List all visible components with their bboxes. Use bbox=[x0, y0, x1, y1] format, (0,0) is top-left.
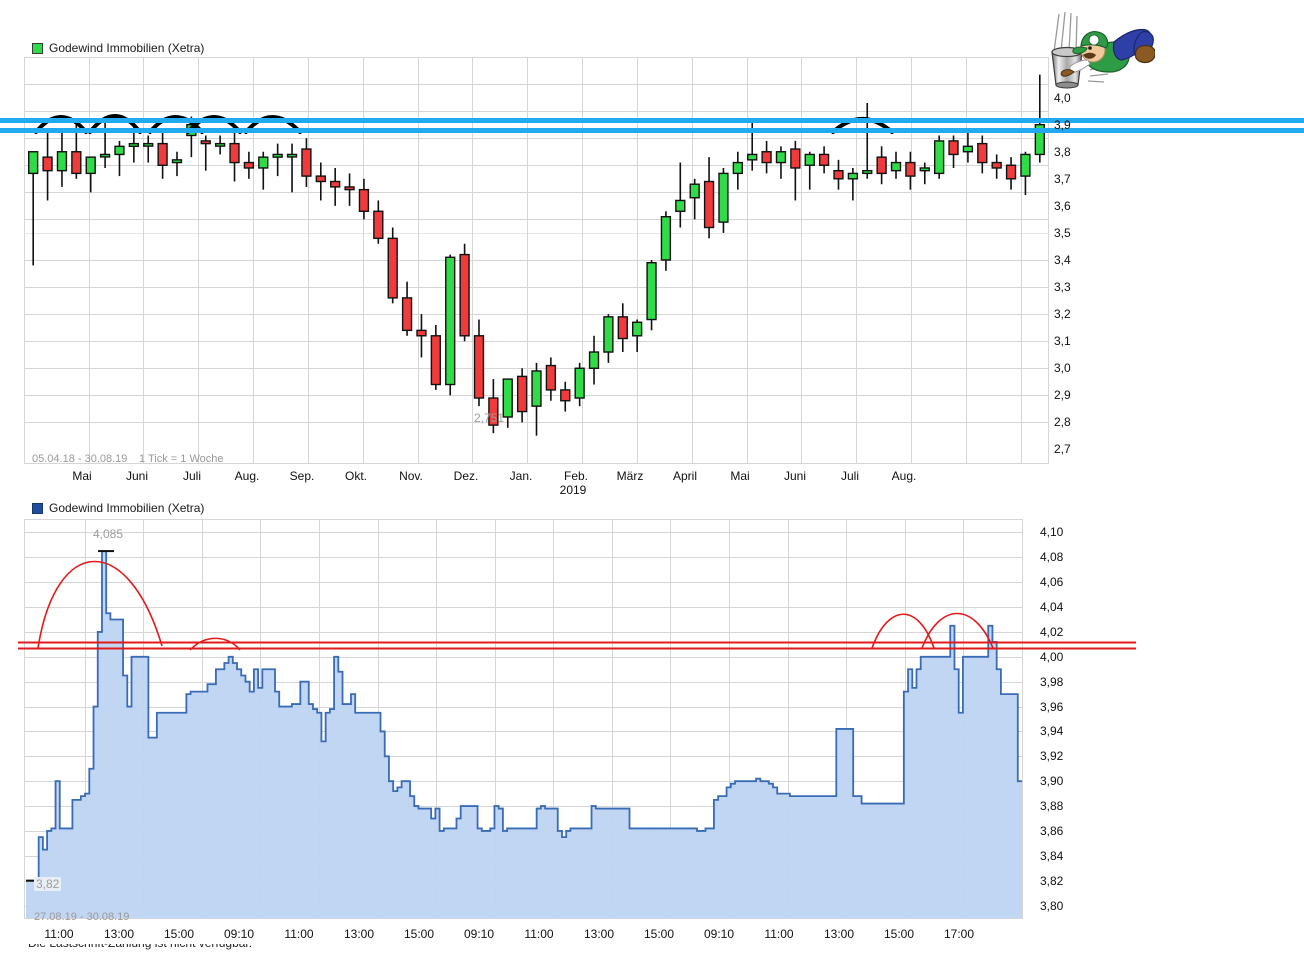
lower-resistance-line bbox=[18, 641, 1136, 650]
lower-y-tick: 4,04 bbox=[1040, 600, 1064, 615]
lower-y-tick: 3,80 bbox=[1040, 898, 1064, 913]
upper-x-tick: Sep. bbox=[289, 469, 315, 483]
lower-y-tick: 4,10 bbox=[1040, 525, 1064, 540]
lower-x-tick: 09:10 bbox=[703, 927, 735, 941]
upper-grid bbox=[24, 57, 1049, 464]
lower-x-tick: 13:00 bbox=[343, 927, 375, 941]
cut-off-footer-label: Die Lastschrift-Zahlung ist nicht verfüg… bbox=[28, 944, 328, 950]
upper-y-tick: 3,0 bbox=[1054, 361, 1071, 376]
lower-x-tick: 11:00 bbox=[524, 927, 554, 941]
lower-y-tick: 4,00 bbox=[1040, 649, 1064, 664]
lower-x-tick: 09:10 bbox=[223, 927, 255, 941]
lower-y-tick: 3,96 bbox=[1040, 699, 1064, 714]
lower-x-tick: 09:10 bbox=[463, 927, 495, 941]
lower-y-tick: 3,86 bbox=[1040, 823, 1064, 838]
upper-x-tick: Juli bbox=[182, 469, 201, 483]
upper-x-tick: Mai bbox=[72, 469, 92, 483]
lower-y-tick: 3,98 bbox=[1040, 674, 1064, 689]
lower-x-tick: 11:00 bbox=[284, 927, 314, 941]
lower-x-tick: 13:00 bbox=[103, 927, 135, 941]
luigi-trash-can-sprite bbox=[1051, 11, 1155, 89]
lower-y-tick: 3,92 bbox=[1040, 749, 1064, 764]
upper-x-tick: Juni bbox=[125, 469, 148, 483]
upper-y-tick: 3,3 bbox=[1054, 280, 1071, 295]
lower-y-tick: 3,82 bbox=[1040, 873, 1064, 888]
lower-low-label: 3,82 bbox=[34, 877, 62, 891]
upper-y-tick: 3,2 bbox=[1054, 307, 1071, 322]
lower-x-tick: 11:00 bbox=[44, 927, 74, 941]
upper-y-tick: 3,5 bbox=[1054, 225, 1071, 240]
lower-y-tick: 4,08 bbox=[1040, 550, 1064, 565]
lower-y-tick: 3,84 bbox=[1040, 848, 1064, 863]
lower-chart-panel: Godewind Immobilien (Xetra) 4,10 4,08 4,06… bbox=[0, 498, 1304, 958]
lower-x-tick: 15:00 bbox=[163, 927, 195, 941]
lower-chart-plot[interactable] bbox=[0, 498, 1304, 958]
upper-y-tick: 4,0 bbox=[1054, 90, 1071, 105]
lower-x-tick: 13:00 bbox=[823, 927, 855, 941]
upper-x-tick: Aug. bbox=[891, 469, 917, 483]
upper-chart-panel: Godewind Immobilien (Xetra) bbox=[0, 0, 1304, 500]
upper-x-tick: Nov. bbox=[399, 469, 423, 483]
upper-y-tick: 3,6 bbox=[1054, 198, 1071, 213]
upper-y-tick: 3,7 bbox=[1054, 171, 1071, 186]
upper-x-tick: Jan. bbox=[509, 469, 533, 483]
upper-low-label: 2,751 bbox=[474, 411, 505, 425]
lower-x-tick: 15:00 bbox=[403, 927, 435, 941]
upper-y-tick: 2,9 bbox=[1054, 388, 1071, 403]
lower-y-tick: 3,94 bbox=[1040, 724, 1064, 739]
upper-chart-legend[interactable]: Godewind Immobilien (Xetra) bbox=[32, 41, 204, 55]
lower-y-tick: 3,90 bbox=[1040, 774, 1064, 789]
legend-swatch-icon bbox=[32, 42, 43, 54]
upper-x-tick: April bbox=[672, 469, 697, 483]
lower-legend-label: Godewind Immobilien (Xetra) bbox=[49, 501, 205, 515]
lower-y-tick: 3,88 bbox=[1040, 799, 1064, 814]
lower-x-tick: 15:00 bbox=[883, 927, 915, 941]
upper-x-tick: Juni bbox=[783, 469, 806, 483]
upper-x-tick: Feb. bbox=[563, 469, 588, 483]
upper-y-tick: 2,7 bbox=[1054, 442, 1071, 457]
upper-y-tick: 3,4 bbox=[1054, 253, 1071, 267]
upper-x-tick: Okt. bbox=[344, 469, 367, 483]
upper-y-tick: 3,1 bbox=[1054, 334, 1071, 349]
upper-y-tick: 3,8 bbox=[1054, 144, 1071, 159]
upper-chart-plot[interactable] bbox=[0, 0, 1304, 500]
lower-high-label: 4,085 bbox=[93, 527, 124, 541]
upper-period-note: 05.04.18 - 30.08.19 bbox=[32, 453, 128, 465]
upper-legend-label: Godewind Immobilien (Xetra) bbox=[49, 41, 205, 55]
price-area-series bbox=[26, 550, 1022, 918]
resistance-band bbox=[0, 118, 1304, 133]
upper-x-tick: März bbox=[616, 469, 644, 483]
lower-y-tick: 4,06 bbox=[1040, 575, 1064, 590]
candlestick-series bbox=[28, 74, 1045, 436]
cut-off-footer-text: Die Lastschrift-Zahlung ist nicht verfüg… bbox=[28, 944, 328, 956]
lower-x-tick: 11:00 bbox=[764, 927, 794, 941]
upper-x-year-label: 2019 bbox=[559, 483, 587, 497]
lower-x-tick: 13:00 bbox=[583, 927, 615, 941]
legend-swatch-icon bbox=[32, 502, 43, 514]
lower-pattern-arcs bbox=[37, 560, 994, 651]
lower-chart-legend[interactable]: Godewind Immobilien (Xetra) bbox=[32, 501, 204, 515]
upper-x-tick: Juli bbox=[840, 469, 859, 483]
lower-period-note: 27.08.19 - 30.08.19 bbox=[34, 911, 130, 923]
upper-x-tick: Mai bbox=[730, 469, 750, 483]
upper-y-tick: 3,9 bbox=[1054, 117, 1071, 132]
upper-tick-note: 1 Tick = 1 Woche bbox=[139, 453, 224, 465]
lower-y-tick: 4,02 bbox=[1040, 624, 1064, 639]
upper-x-tick: Dez. bbox=[453, 469, 479, 483]
upper-y-tick: 2,8 bbox=[1054, 415, 1071, 430]
lower-x-tick: 17:00 bbox=[943, 927, 975, 941]
upper-x-tick: Aug. bbox=[234, 469, 260, 483]
lower-x-tick: 15:00 bbox=[643, 927, 675, 941]
